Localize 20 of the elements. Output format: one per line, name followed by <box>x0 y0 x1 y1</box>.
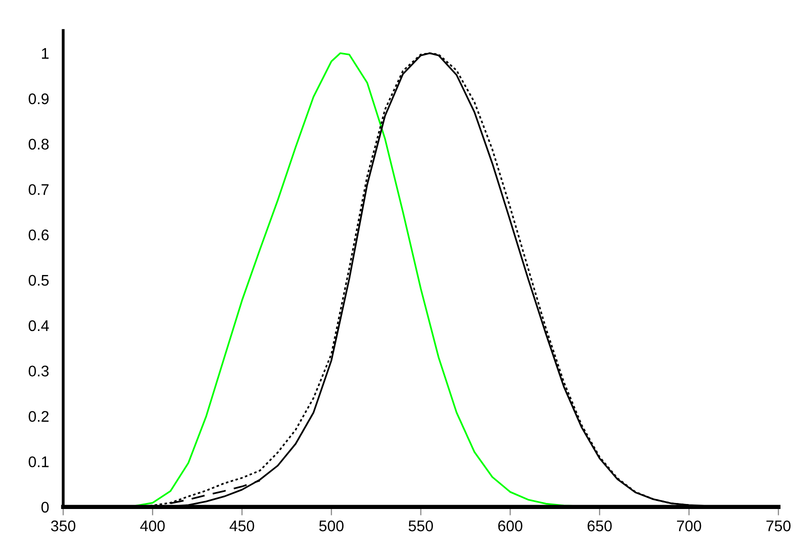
y-tick-label: 0.2 <box>28 411 49 422</box>
x-tick-label: 600 <box>498 520 522 532</box>
y-tick-label: 0.4 <box>28 320 49 332</box>
y-tick-label: 0.3 <box>28 366 49 376</box>
y-tick-label: 0.9 <box>28 93 49 104</box>
y-tick-label: 0.6 <box>28 230 49 240</box>
x-tick-label: 700 <box>677 520 702 532</box>
y-tick-label: 0.8 <box>28 138 49 150</box>
y-tick-label: 0.5 <box>28 274 49 286</box>
x-tick-label: 500 <box>319 520 344 532</box>
y-tick-label: 0.1 <box>28 456 49 468</box>
y-tick-label: 0 <box>41 502 49 513</box>
y-tick-label: 1 <box>42 48 49 59</box>
x-tick-label: 400 <box>140 520 165 532</box>
y-tick-label: 0.7 <box>28 184 49 195</box>
x-tick-label: 450 <box>230 520 254 532</box>
x-tick-label: 550 <box>408 520 433 532</box>
x-tick-label: 650 <box>588 520 612 532</box>
x-tick-label: 750 <box>766 520 791 532</box>
x-tick-label: 350 <box>51 520 76 532</box>
